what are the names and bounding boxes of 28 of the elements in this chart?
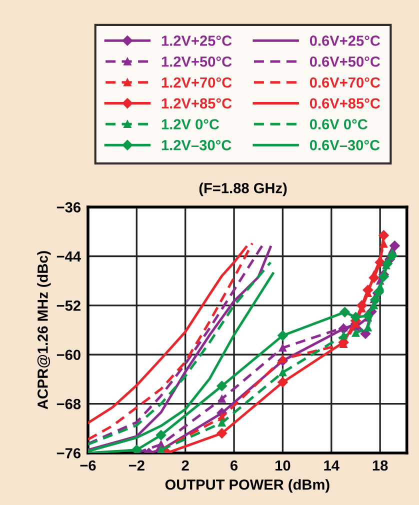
legend-label: 0.6V+25°C (310, 36, 380, 46)
y-axis-title: ACPR@1.26 MHz (dBc) (37, 251, 51, 410)
legend-label: 0.6V 0°C (310, 119, 368, 130)
y-tick-label: −60 (56, 350, 80, 360)
y-tick-label: −36 (56, 202, 81, 212)
y-tick-label: −52 (56, 300, 80, 311)
legend-label: 1.2V+50°C (162, 56, 232, 67)
x-tick-label: 18 (372, 460, 388, 471)
x-axis-title: OUTPUT POWER (dBm) (165, 479, 330, 493)
x-tick-label: 10 (276, 460, 290, 471)
legend-label: 0.6V+70°C (310, 77, 380, 88)
legend-label: 0.6V–30°C (310, 140, 380, 150)
legend-label: 0.6V+85°C (310, 98, 380, 109)
x-tick-label: 6 (230, 460, 238, 471)
legend-label: 1.2V+85°C (162, 98, 232, 109)
y-tick-label: −68 (56, 398, 81, 410)
x-tick-label: 2 (182, 460, 189, 470)
x-tick-label: −6 (80, 460, 96, 471)
y-tick-label: −76 (56, 448, 81, 458)
legend-label: 1.2V+70°C (162, 77, 232, 88)
x-tick-label: 14 (324, 460, 340, 470)
y-tick-label: −44 (56, 251, 81, 262)
legend-label: 1.2V–30°C (162, 140, 232, 150)
chart-title: (F=1.88 GHz) (199, 182, 287, 196)
x-tick-label: −2 (128, 460, 144, 470)
legend-label: 0.6V+50°C (310, 56, 380, 67)
legend-label: 1.2V+25°C (162, 36, 232, 46)
legend-label: 1.2V 0°C (162, 119, 220, 130)
